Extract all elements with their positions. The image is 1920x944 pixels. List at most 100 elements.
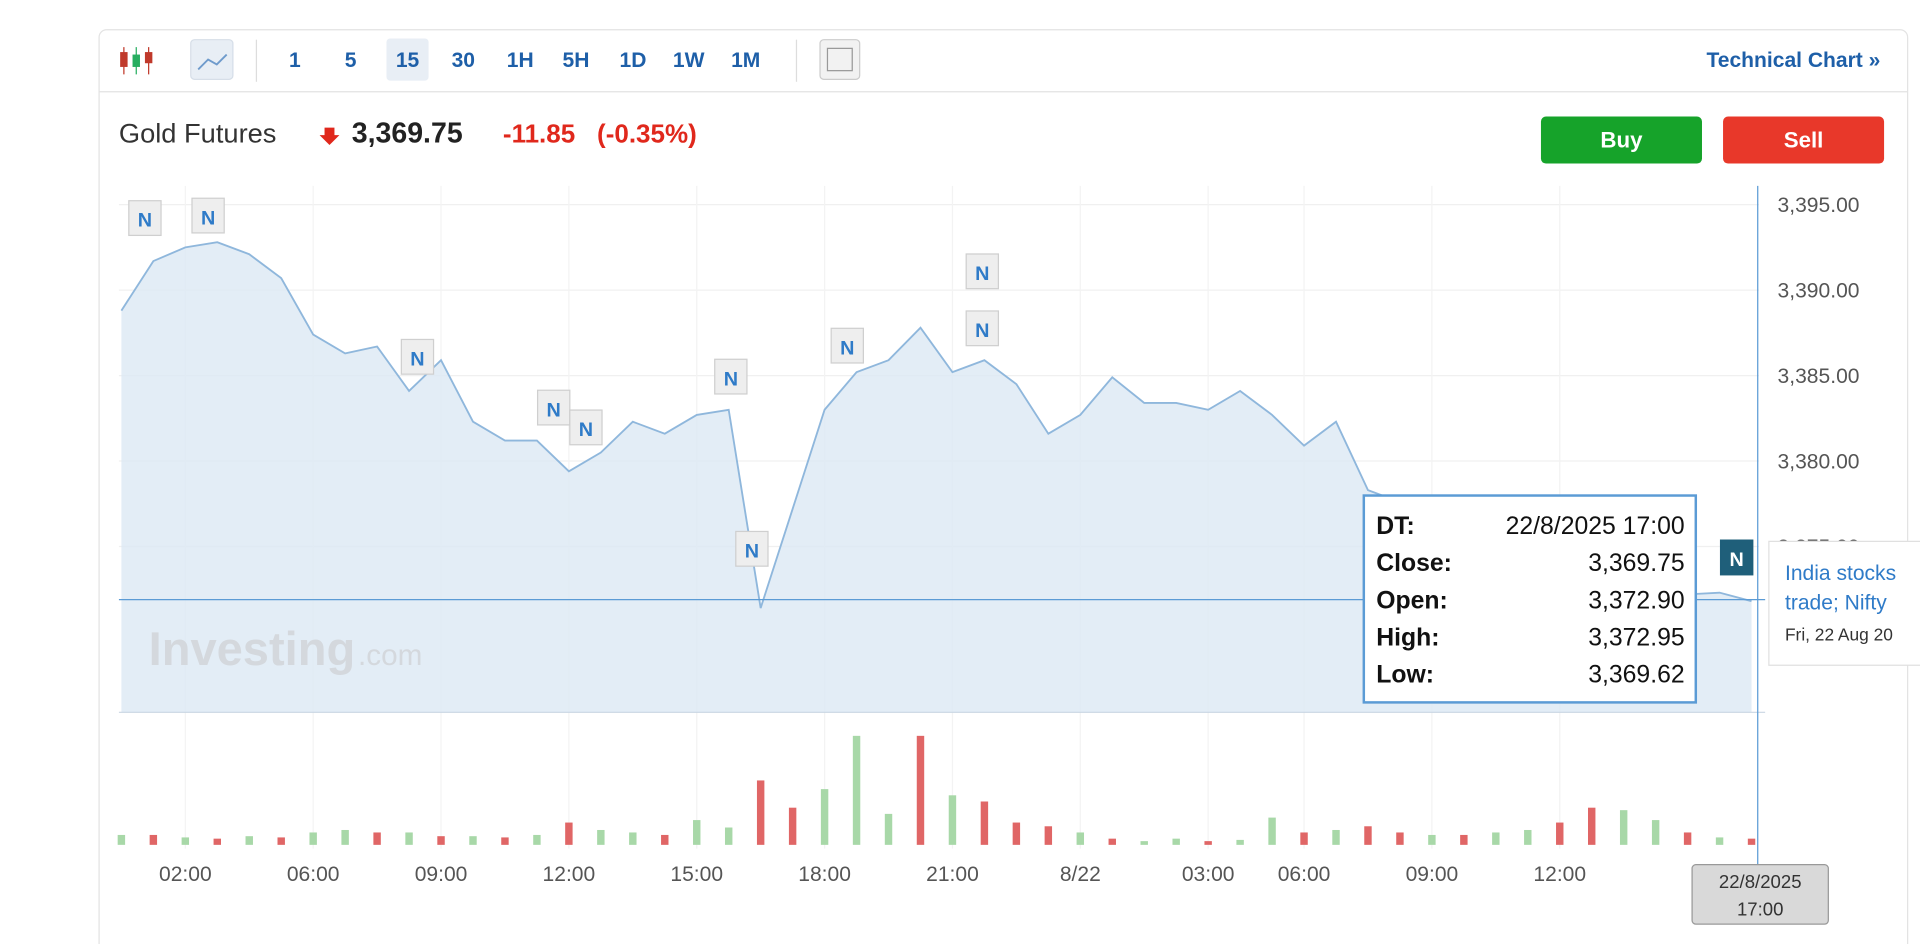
news-marker[interactable]: [536, 389, 571, 426]
volume-bar: [1556, 822, 1564, 845]
volume-bar: [1428, 834, 1436, 845]
x-tick-label: 09:00: [415, 863, 468, 886]
volume-bar: [1300, 832, 1308, 845]
technical-chart-link[interactable]: Technical Chart »: [1706, 49, 1880, 72]
volume-bar: [597, 829, 605, 845]
interval-button[interactable]: 1: [289, 49, 301, 72]
news-marker[interactable]: [735, 530, 769, 567]
volume-bar: [565, 822, 573, 845]
tooltip-box: [1362, 494, 1698, 704]
interval-button[interactable]: 15: [396, 49, 420, 72]
volume-bar: [501, 837, 509, 845]
news-marker[interactable]: [128, 200, 162, 237]
news-headline: India stocks: [1785, 562, 1896, 585]
volume-bar: [1044, 826, 1053, 845]
tooltip-value: 3,369.75: [1588, 550, 1684, 577]
price-area: [121, 242, 1752, 713]
x-tick-label: 06:00: [1278, 863, 1331, 886]
sell-button[interactable]: [1723, 116, 1885, 164]
interval-button[interactable]: 5: [345, 49, 357, 72]
volume-bar: [756, 780, 765, 845]
tooltip-key: Close:: [1376, 550, 1452, 577]
news-marker[interactable]: [569, 409, 603, 446]
buy-button[interactable]: [1540, 116, 1702, 164]
interval-button[interactable]: 1D: [620, 49, 647, 72]
volume-bar: [1683, 832, 1692, 845]
volume-bar: [373, 832, 381, 845]
x-tick-label: 8/22: [1060, 863, 1101, 886]
x-tick-label: 18:00: [798, 863, 851, 886]
tooltip-key: DT:: [1376, 513, 1415, 540]
volume-bar: [1140, 841, 1148, 845]
layout-icon: [826, 47, 853, 72]
news-marker-label: N: [1730, 549, 1744, 571]
volume-bar: [852, 735, 861, 845]
news-marker[interactable]: [965, 310, 1000, 347]
volume-bar: [629, 832, 637, 845]
news-marker[interactable]: [1719, 539, 1754, 576]
area-chart-button[interactable]: [190, 39, 234, 80]
volume-bar: [1332, 829, 1340, 845]
volume-bar: [309, 832, 317, 845]
volume-bar: [916, 735, 925, 845]
volume-bar: [437, 836, 445, 845]
volume-bar: [533, 834, 541, 845]
price-change: -11.85: [503, 119, 575, 149]
news-date: Fri, 22 Aug 20: [1785, 624, 1893, 644]
x-tick-label: 21:00: [926, 863, 979, 886]
news-marker[interactable]: [400, 338, 435, 375]
buy-label: Buy: [1600, 127, 1643, 152]
volume-bar: [724, 827, 733, 845]
volume-bar: [820, 789, 829, 845]
volume-bar: [1012, 822, 1021, 845]
watermark-domain: .com: [358, 639, 422, 672]
news-marker[interactable]: [830, 327, 865, 364]
volume-bar: [948, 795, 957, 845]
interval-button[interactable]: 5H: [563, 49, 590, 72]
x-tick-label: 02:00: [159, 863, 212, 886]
news-marker-label: N: [745, 540, 759, 562]
sell-label: Sell: [1784, 127, 1824, 152]
news-marker-label: N: [975, 263, 989, 285]
volume-bar: [181, 837, 190, 845]
y-tick-label: 3,385.00: [1778, 365, 1860, 388]
y-tick-label: 3,390.00: [1778, 280, 1860, 303]
volume-bar: [469, 836, 477, 845]
interval-button[interactable]: 1H: [507, 49, 534, 72]
instrument-name: Gold Futures: [119, 118, 277, 149]
last-price: 3,369.75: [352, 118, 463, 150]
volume-bar: [1076, 832, 1085, 845]
news-marker[interactable]: [965, 253, 1000, 290]
candle-icon[interactable]: [120, 47, 153, 75]
news-marker-label: N: [547, 399, 561, 421]
news-marker-label: N: [579, 419, 593, 441]
news-popup[interactable]: [1768, 540, 1920, 666]
volume-bar: [980, 801, 989, 845]
crosshair-x-box: [1691, 864, 1829, 925]
price-change-percent: (-0.35%): [597, 119, 697, 149]
news-headline: trade; Nifty: [1785, 591, 1887, 614]
volume-bar: [1619, 810, 1628, 845]
x-tick-label: 09:00: [1406, 863, 1459, 886]
interval-button[interactable]: 1W: [673, 49, 705, 72]
volume-bar: [1396, 832, 1404, 845]
watermark-brand: Investing: [149, 622, 356, 675]
news-marker[interactable]: [714, 358, 748, 395]
interval-button[interactable]: 30: [452, 49, 475, 72]
tooltip-key: Low:: [1376, 662, 1434, 689]
interval-button[interactable]: 1M: [731, 49, 760, 72]
volume-bar: [1236, 839, 1244, 845]
news-marker[interactable]: [191, 197, 225, 234]
down-arrow: [319, 127, 340, 145]
x-tick-label: 15:00: [670, 863, 723, 886]
active-interval: [386, 38, 429, 81]
volume-bar: [341, 829, 349, 845]
volume-bar: [245, 836, 253, 845]
volume-bar: [1460, 834, 1468, 845]
news-marker-label: N: [724, 368, 738, 390]
volume-bar: [1651, 820, 1660, 845]
layout-button[interactable]: [819, 39, 861, 80]
